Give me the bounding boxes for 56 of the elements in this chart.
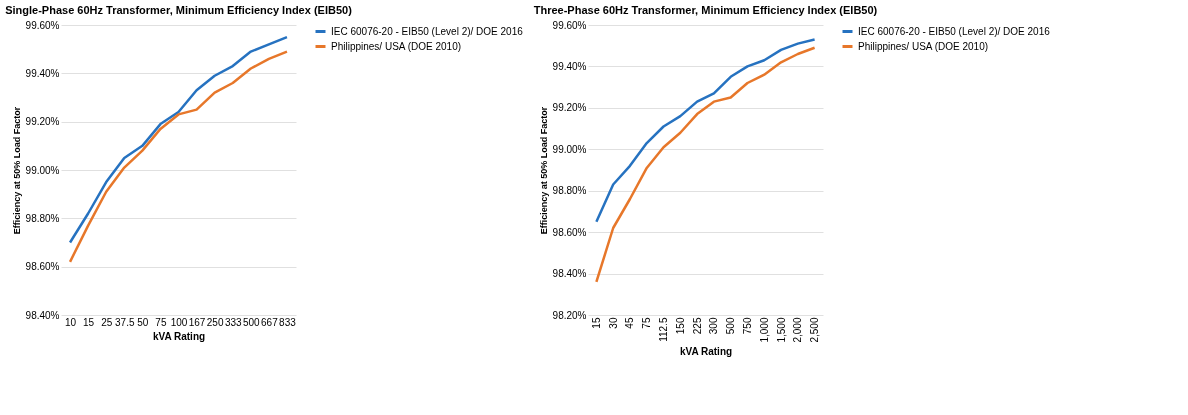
y-tick-label: 98.20% xyxy=(552,309,587,321)
x-tick-label: 1,000 xyxy=(758,317,770,343)
y-tick-label: 98.60% xyxy=(25,261,60,273)
x-tick-label: 37.5 xyxy=(115,316,135,328)
x-tick-label: 75 xyxy=(641,317,653,329)
y-tick-label: 98.80% xyxy=(552,185,587,197)
x-tick-label: 500 xyxy=(242,316,261,328)
x-tick-label: 50 xyxy=(137,316,149,328)
x-tick-label: 2,500 xyxy=(809,317,821,343)
x-tick-label: 2,000 xyxy=(792,317,804,343)
legend-label: IEC 60076-20 - EIB50 (Level 2)/ DOE 2016 xyxy=(331,25,524,37)
y-tick-label: 99.00% xyxy=(552,143,587,155)
x-tick-label: 25 xyxy=(101,316,113,328)
legend-label: Philippines/ USA (DOE 2010) xyxy=(858,40,989,52)
x-tick-label: 15 xyxy=(590,317,602,329)
x-axis-title: kVA Rating xyxy=(152,330,206,342)
line-series xyxy=(595,38,816,224)
y-tick-label: 99.40% xyxy=(552,60,587,72)
x-tick-label: 30 xyxy=(607,317,619,329)
x-tick-label: 833 xyxy=(279,316,297,328)
chart-title: Single-Phase 60Hz Transformer, Minimum Efficiency Index (EIB50) xyxy=(5,4,353,16)
x-tick-label: 112.5 xyxy=(658,317,670,342)
x-tick-label: 333 xyxy=(224,316,243,328)
x-tick-label: 750 xyxy=(741,317,753,335)
y-tick-label: 99.00% xyxy=(25,164,60,176)
line-series xyxy=(595,46,816,284)
y-tick-label: 99.60% xyxy=(552,19,587,31)
x-tick-label: 75 xyxy=(155,316,167,328)
y-tick-label: 99.40% xyxy=(25,67,60,79)
y-tick-label: 98.60% xyxy=(552,226,587,238)
y-tick-label: 99.60% xyxy=(25,19,60,31)
x-tick-label: 667 xyxy=(261,316,279,328)
x-tick-label: 10 xyxy=(64,316,77,328)
y-tick-label: 99.20% xyxy=(25,116,60,128)
x-axis-title: kVA Rating xyxy=(679,345,733,357)
line-series xyxy=(68,50,289,264)
x-tick-label: 250 xyxy=(206,316,224,328)
x-tick-label: 225 xyxy=(691,317,703,335)
x-tick-label: 15 xyxy=(83,316,95,328)
x-tick-label: 167 xyxy=(188,316,206,328)
chart-title: Three-Phase 60Hz Transformer, Minimum Efficiency Index (EIB50) xyxy=(533,4,878,16)
y-tick-label: 98.40% xyxy=(25,309,60,321)
x-tick-label: 500 xyxy=(725,317,737,335)
x-tick-label: 300 xyxy=(708,317,720,335)
legend-label: IEC 60076-20 - EIB50 (Level 2)/ DOE 2016 xyxy=(858,25,1051,37)
y-axis-title: Efficiency at 50% Load Factor xyxy=(538,106,549,235)
y-tick-label: 98.40% xyxy=(552,268,587,280)
y-tick-label: 98.80% xyxy=(25,212,60,224)
legend-label: Philippines/ USA (DOE 2010) xyxy=(331,40,462,52)
x-tick-label: 100 xyxy=(170,316,188,328)
x-tick-label: 150 xyxy=(674,317,686,335)
x-tick-label: 45 xyxy=(624,317,636,329)
y-tick-label: 99.20% xyxy=(552,102,587,114)
y-axis-title: Efficiency at 50% Load Factor xyxy=(11,106,22,235)
x-tick-label: 1,500 xyxy=(775,317,787,343)
line-series xyxy=(68,35,289,244)
